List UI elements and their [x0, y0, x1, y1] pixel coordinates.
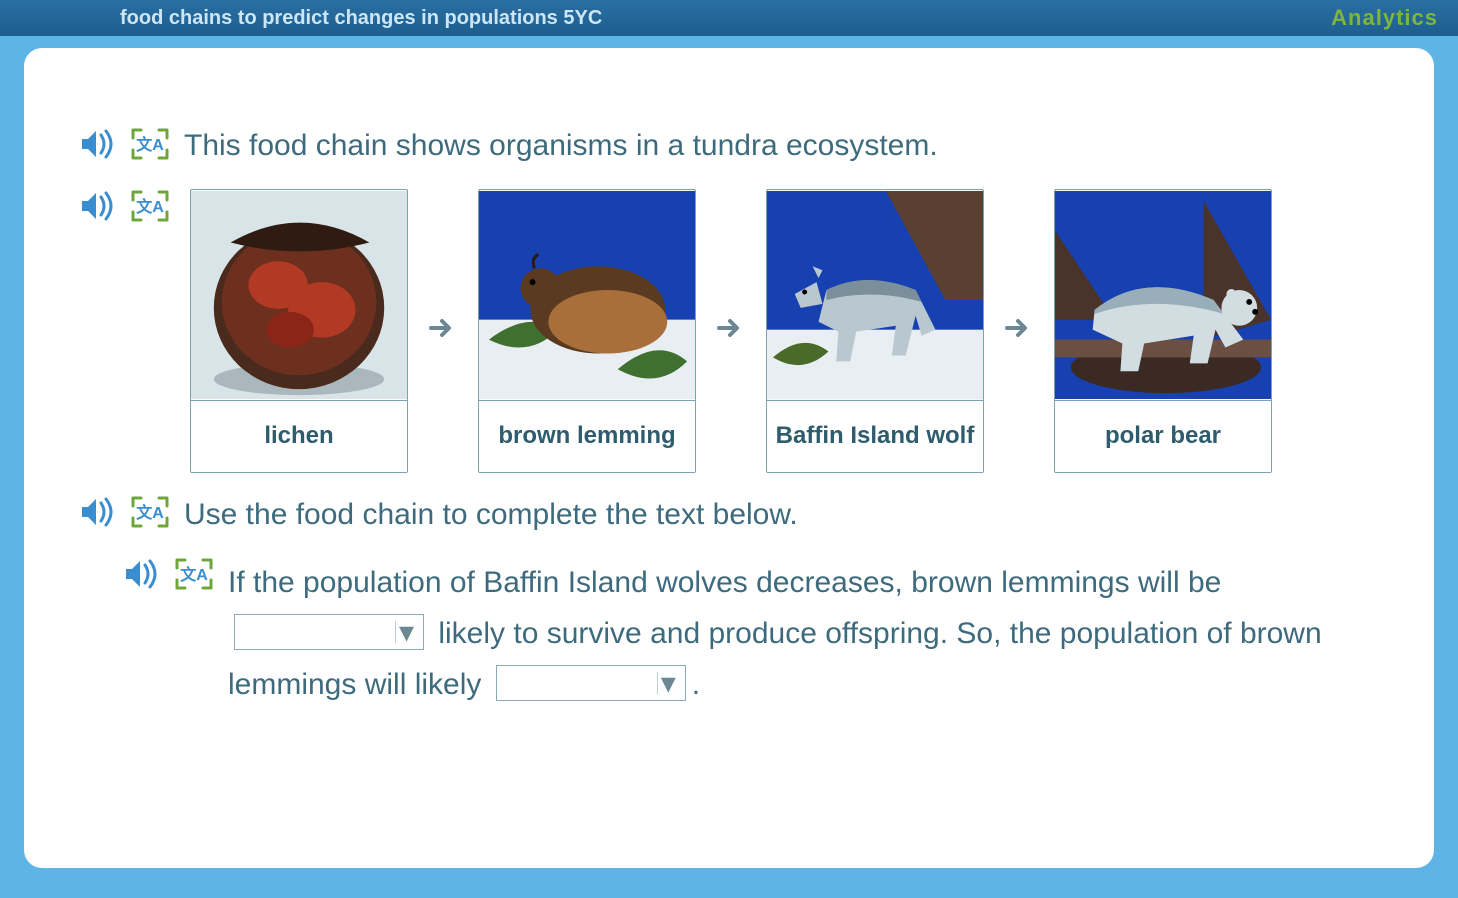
instruction-row: 文A Use the food chain to complete the te… — [78, 495, 1380, 536]
organism-label: brown lemming — [479, 400, 695, 472]
question-part2: likely to survive and produce offspring.… — [438, 617, 1321, 650]
foodchain-row: 文A — [78, 189, 1380, 473]
chain-arrow-icon — [1004, 314, 1034, 348]
organism-label: lichen — [191, 400, 407, 472]
question-row: 文A If the population of Baffin Island wo… — [122, 557, 1380, 710]
topbar-title: food chains to predict changes in popula… — [120, 7, 602, 30]
organism-card-polarbear: polar bear — [1054, 189, 1272, 473]
svg-text:文A: 文A — [136, 197, 164, 216]
intro-row: 文A This food chain shows organisms in a … — [78, 126, 1380, 167]
translate-icon[interactable]: 文A — [174, 557, 214, 596]
chevron-down-icon: ▾ — [395, 621, 417, 643]
speaker-icon[interactable] — [78, 495, 116, 534]
organism-card-wolf: Baffin Island wolf — [766, 189, 984, 473]
organism-label: polar bear — [1055, 400, 1271, 472]
chevron-down-icon: ▾ — [657, 672, 679, 694]
svg-text:文A: 文A — [180, 565, 208, 584]
organism-image-lichen — [191, 190, 407, 400]
topbar-right: Analytics — [1331, 5, 1438, 31]
organism-card-lemming: brown lemming — [478, 189, 696, 473]
svg-text:文A: 文A — [136, 135, 164, 154]
organism-card-lichen: lichen — [190, 189, 408, 473]
answer-dropdown-2[interactable]: ▾ — [496, 665, 686, 701]
question-text-block: If the population of Baffin Island wolve… — [228, 557, 1322, 710]
speaker-icon[interactable] — [78, 127, 116, 166]
question-part3: lemmings will likely — [228, 668, 481, 701]
translate-icon[interactable]: 文A — [130, 189, 170, 228]
translate-icon[interactable]: 文A — [130, 127, 170, 166]
chain-arrow-icon — [428, 314, 458, 348]
svg-text:文A: 文A — [136, 503, 164, 522]
translate-icon[interactable]: 文A — [130, 495, 170, 534]
question-part1: If the population of Baffin Island wolve… — [228, 566, 1221, 599]
organism-image-polarbear — [1055, 190, 1271, 400]
question-period: . — [692, 668, 700, 701]
food-chain: lichen — [190, 189, 1272, 473]
chain-arrow-icon — [716, 314, 746, 348]
answer-dropdown-1[interactable]: ▾ — [234, 614, 424, 650]
speaker-icon[interactable] — [122, 557, 160, 596]
organism-image-lemming — [479, 190, 695, 400]
content-frame: 文A This food chain shows organisms in a … — [0, 36, 1458, 868]
instruction-text: Use the food chain to complete the text … — [184, 495, 798, 536]
organism-label: Baffin Island wolf — [767, 400, 983, 472]
question-card: 文A This food chain shows organisms in a … — [24, 48, 1434, 868]
intro-text: This food chain shows organisms in a tun… — [184, 126, 938, 167]
organism-image-wolf — [767, 190, 983, 400]
topbar: food chains to predict changes in popula… — [0, 0, 1458, 36]
speaker-icon[interactable] — [78, 189, 116, 228]
